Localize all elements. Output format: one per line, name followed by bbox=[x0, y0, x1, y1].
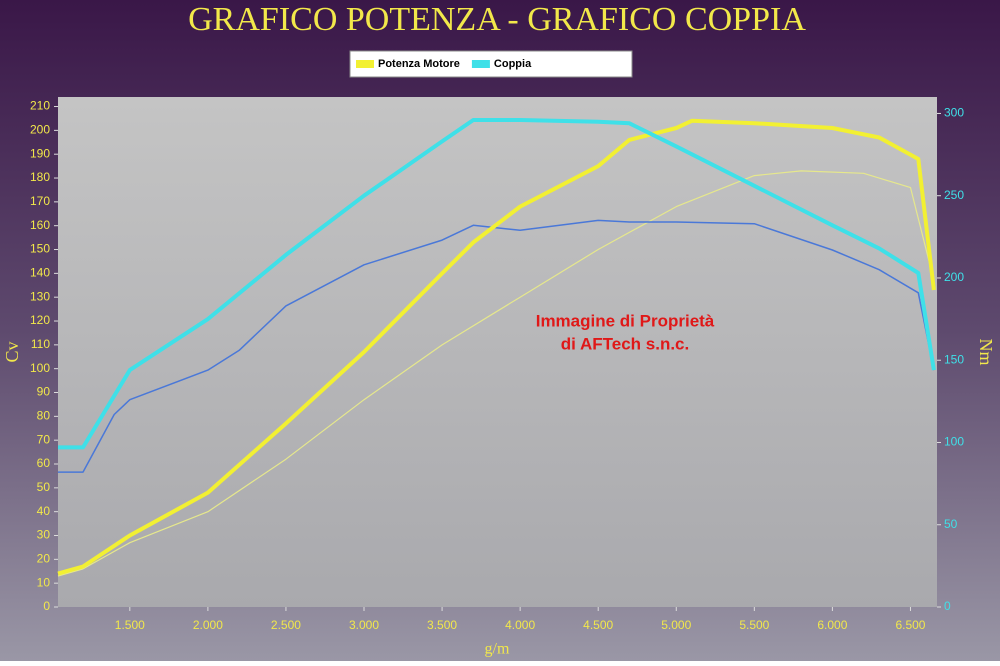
y2-tick-label: 250 bbox=[944, 188, 964, 202]
legend-box bbox=[349, 50, 633, 78]
y-tick-label: 190 bbox=[30, 146, 50, 160]
y2-tick-label: 150 bbox=[944, 352, 964, 366]
x-axis-label: g/m bbox=[485, 641, 510, 658]
series-line bbox=[57, 170, 935, 577]
legend-label: Coppia bbox=[494, 58, 532, 70]
y-tick-label: 40 bbox=[37, 504, 51, 518]
legend-swatch bbox=[471, 60, 490, 68]
y-tick-label: 200 bbox=[30, 123, 50, 137]
chart-title: GRAFICO POTENZA - GRAFICO COPPIA bbox=[188, 1, 806, 38]
y-tick-label: 50 bbox=[37, 480, 51, 494]
x-tick-label: 5.000 bbox=[661, 618, 691, 632]
legend: Potenza Motore Coppia bbox=[356, 58, 532, 70]
y-tick-label: 80 bbox=[37, 409, 51, 423]
x-tick-label: 6.000 bbox=[817, 618, 847, 632]
y-tick-label: 160 bbox=[30, 218, 50, 232]
y-tick-label: 60 bbox=[37, 456, 51, 470]
y-tick-label: 10 bbox=[37, 575, 51, 589]
y2-axis-label: Nm bbox=[976, 339, 996, 366]
x-tick-label: 3.500 bbox=[427, 618, 457, 632]
y2-tick-label: 200 bbox=[944, 270, 964, 284]
y-axis-label: Cv bbox=[2, 341, 22, 362]
y-tick-label: 100 bbox=[30, 361, 50, 375]
y-tick-label: 150 bbox=[30, 242, 50, 256]
y-tick-label: 30 bbox=[37, 528, 51, 542]
y-tick-label: 120 bbox=[30, 313, 50, 327]
x-tick-label: 1.500 bbox=[115, 618, 145, 632]
legend-swatch bbox=[356, 60, 374, 68]
y-tick-label: 90 bbox=[37, 385, 51, 399]
y2-tick-label: 300 bbox=[944, 106, 964, 120]
annotation: di AFTech s.n.c. bbox=[561, 334, 689, 353]
x-tick-label: 4.000 bbox=[505, 618, 535, 632]
x-tick-label: 3.000 bbox=[349, 618, 379, 632]
y-tick-label: 170 bbox=[30, 194, 50, 208]
y2-tick-label: 0 bbox=[944, 599, 951, 613]
series-line bbox=[58, 219, 935, 473]
y2-tick-label: 100 bbox=[944, 435, 964, 449]
y-tick-label: 130 bbox=[30, 289, 50, 303]
legend-label: Potenza Motore bbox=[378, 58, 460, 70]
y-tick-label: 210 bbox=[30, 99, 50, 113]
y2-tick-label: 50 bbox=[944, 517, 958, 531]
series-line bbox=[58, 118, 936, 450]
x-tick-label: 4.500 bbox=[583, 618, 613, 632]
y-tick-label: 20 bbox=[37, 552, 51, 566]
plot-area bbox=[58, 97, 937, 607]
series-line bbox=[57, 118, 936, 576]
y-tick-label: 70 bbox=[37, 432, 51, 446]
y-tick-label: 110 bbox=[31, 337, 50, 351]
x-tick-label: 6.500 bbox=[895, 618, 925, 632]
x-tick-label: 2.000 bbox=[193, 618, 223, 632]
y-tick-label: 0 bbox=[43, 599, 50, 613]
x-tick-label: 5.500 bbox=[739, 618, 769, 632]
x-tick-label: 2.500 bbox=[271, 618, 301, 632]
annotation: Immagine di Proprietà bbox=[536, 311, 715, 330]
y-tick-label: 140 bbox=[30, 266, 50, 280]
y-tick-label: 180 bbox=[30, 170, 50, 184]
